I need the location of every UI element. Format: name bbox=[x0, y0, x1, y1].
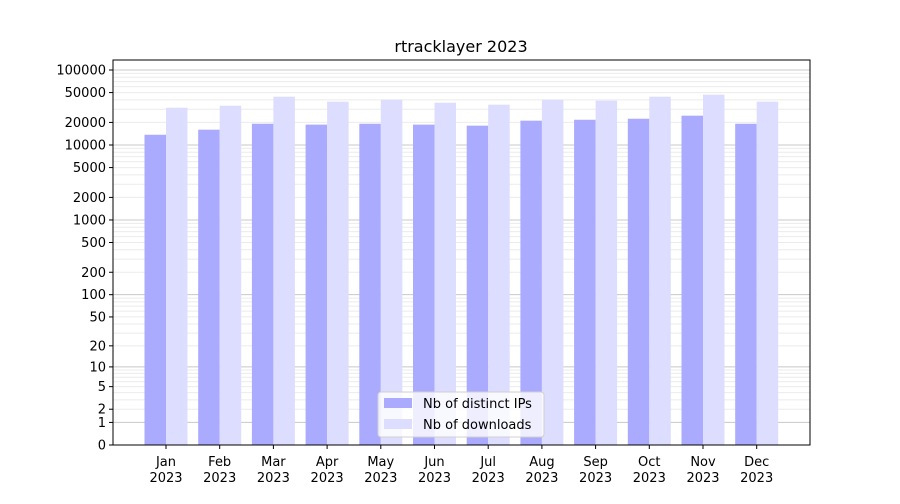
bar-distinct-ips bbox=[198, 129, 220, 445]
x-tick-label-line: Jan bbox=[155, 455, 176, 470]
x-tick-label-line: May bbox=[367, 455, 394, 470]
legend-swatch bbox=[384, 419, 412, 429]
x-tick-label: Oct 2023 bbox=[633, 455, 666, 486]
chart-title: rtracklayer 2023 bbox=[394, 37, 527, 56]
x-tick-label: Apr 2023 bbox=[311, 455, 344, 486]
y-tick-label: 0 bbox=[98, 439, 106, 454]
x-tick-label-line: 2023 bbox=[203, 471, 236, 486]
bar-distinct-ips bbox=[359, 123, 381, 446]
y-tick-label: 10000 bbox=[65, 138, 106, 153]
bar-distinct-ips bbox=[735, 123, 757, 446]
x-tick-label-line: Jun bbox=[423, 455, 444, 470]
x-tick-label: Jun 2023 bbox=[418, 455, 451, 486]
bar-downloads bbox=[541, 99, 564, 445]
x-tick-label-line: 2023 bbox=[633, 471, 666, 486]
legend: Nb of distinct IPs Nb of downloads bbox=[377, 391, 545, 438]
x-tick-label-line: Mar bbox=[261, 455, 286, 470]
plot-frame bbox=[112, 59, 811, 446]
y-tick-label: 2 bbox=[98, 403, 106, 418]
bar-downloads bbox=[166, 107, 188, 445]
bar-distinct-ips bbox=[681, 115, 703, 446]
bar-downloads bbox=[756, 101, 779, 445]
bar-distinct-ips bbox=[305, 124, 328, 445]
bar-distinct-ips bbox=[574, 119, 596, 446]
legend-swatch bbox=[384, 398, 412, 408]
x-tick-label: Dec 2023 bbox=[740, 455, 773, 486]
x-tick-label: Jan 2023 bbox=[149, 455, 182, 486]
bar-downloads bbox=[434, 102, 456, 445]
x-tick-label: Mar 2023 bbox=[257, 455, 290, 486]
y-tick-label: 20000 bbox=[65, 116, 106, 131]
x-tick-label-line: Nov bbox=[690, 455, 716, 470]
bar-distinct-ips bbox=[144, 134, 166, 445]
x-tick-label-line: 2023 bbox=[418, 471, 451, 486]
x-tick-label-line: Jul bbox=[479, 455, 496, 470]
bar-distinct-ips bbox=[520, 120, 542, 445]
y-tick-label: 2000 bbox=[73, 191, 106, 206]
x-tick-label-line: Apr bbox=[316, 455, 339, 470]
y-tick-label: 5000 bbox=[73, 161, 106, 176]
y-tick-label: 500 bbox=[81, 236, 106, 251]
y-tick-label: 200 bbox=[81, 266, 106, 281]
y-tick-label: 50000 bbox=[65, 86, 106, 101]
bar-distinct-ips bbox=[251, 123, 274, 446]
x-tick-label: Jul 2023 bbox=[472, 455, 505, 486]
x-tick-label-line: Oct bbox=[638, 455, 660, 470]
x-tick-label-line: 2023 bbox=[311, 471, 344, 486]
y-tick-label: 10 bbox=[89, 360, 106, 375]
x-tick-label-line: 2023 bbox=[740, 471, 773, 486]
legend-label: Nb of downloads bbox=[423, 418, 532, 433]
bar-downloads bbox=[273, 96, 295, 446]
bar-distinct-ips bbox=[466, 125, 489, 446]
y-tick-label: 20 bbox=[89, 339, 106, 354]
x-tick-label: May 2023 bbox=[364, 455, 397, 486]
bar-downloads bbox=[595, 100, 618, 446]
x-tick-label-line: 2023 bbox=[257, 471, 290, 486]
bars bbox=[144, 94, 779, 446]
x-tick-label-line: Dec bbox=[744, 455, 769, 470]
bar-downloads bbox=[219, 105, 242, 445]
y-tick-label: 5 bbox=[98, 380, 106, 395]
legend-label: Nb of distinct IPs bbox=[423, 397, 532, 412]
x-tick-label: Feb 2023 bbox=[203, 455, 236, 486]
x-tick-label-line: Sep bbox=[583, 455, 608, 470]
y-tick-label: 100 bbox=[81, 288, 106, 303]
y-axis: 0 12 5 10 20 50 100 200 500 1000 2000 5000 10000 2000… bbox=[56, 63, 113, 454]
x-tick-label-line: 2023 bbox=[364, 471, 397, 486]
x-tick-label: Aug 2023 bbox=[525, 455, 558, 486]
x-tick-label-line: Feb bbox=[208, 455, 231, 470]
bar-distinct-ips bbox=[627, 118, 650, 445]
bar-downloads bbox=[488, 104, 510, 445]
bar-downloads bbox=[327, 101, 349, 445]
x-tick-label-line: 2023 bbox=[525, 471, 558, 486]
x-tick-label-line: 2023 bbox=[149, 471, 182, 486]
x-tick-label: Sep 2023 bbox=[579, 455, 612, 486]
y-tick-label: 1 bbox=[98, 416, 106, 431]
x-tick-label-line: 2023 bbox=[472, 471, 505, 486]
bar-downloads bbox=[703, 94, 725, 445]
bar-downloads bbox=[649, 96, 671, 446]
bar-distinct-ips bbox=[413, 124, 435, 445]
bar-downloads bbox=[380, 99, 403, 445]
y-tick-label: 50 bbox=[89, 310, 106, 325]
x-tick-label-line: 2023 bbox=[579, 471, 612, 486]
x-tick-label-line: Aug bbox=[529, 455, 554, 470]
y-tick-label: 100000 bbox=[56, 63, 106, 78]
legend-box bbox=[377, 391, 545, 438]
x-tick-label-line: 2023 bbox=[686, 471, 719, 486]
y-tick-label: 1000 bbox=[73, 213, 106, 228]
x-tick-label: Nov 2023 bbox=[686, 455, 719, 486]
